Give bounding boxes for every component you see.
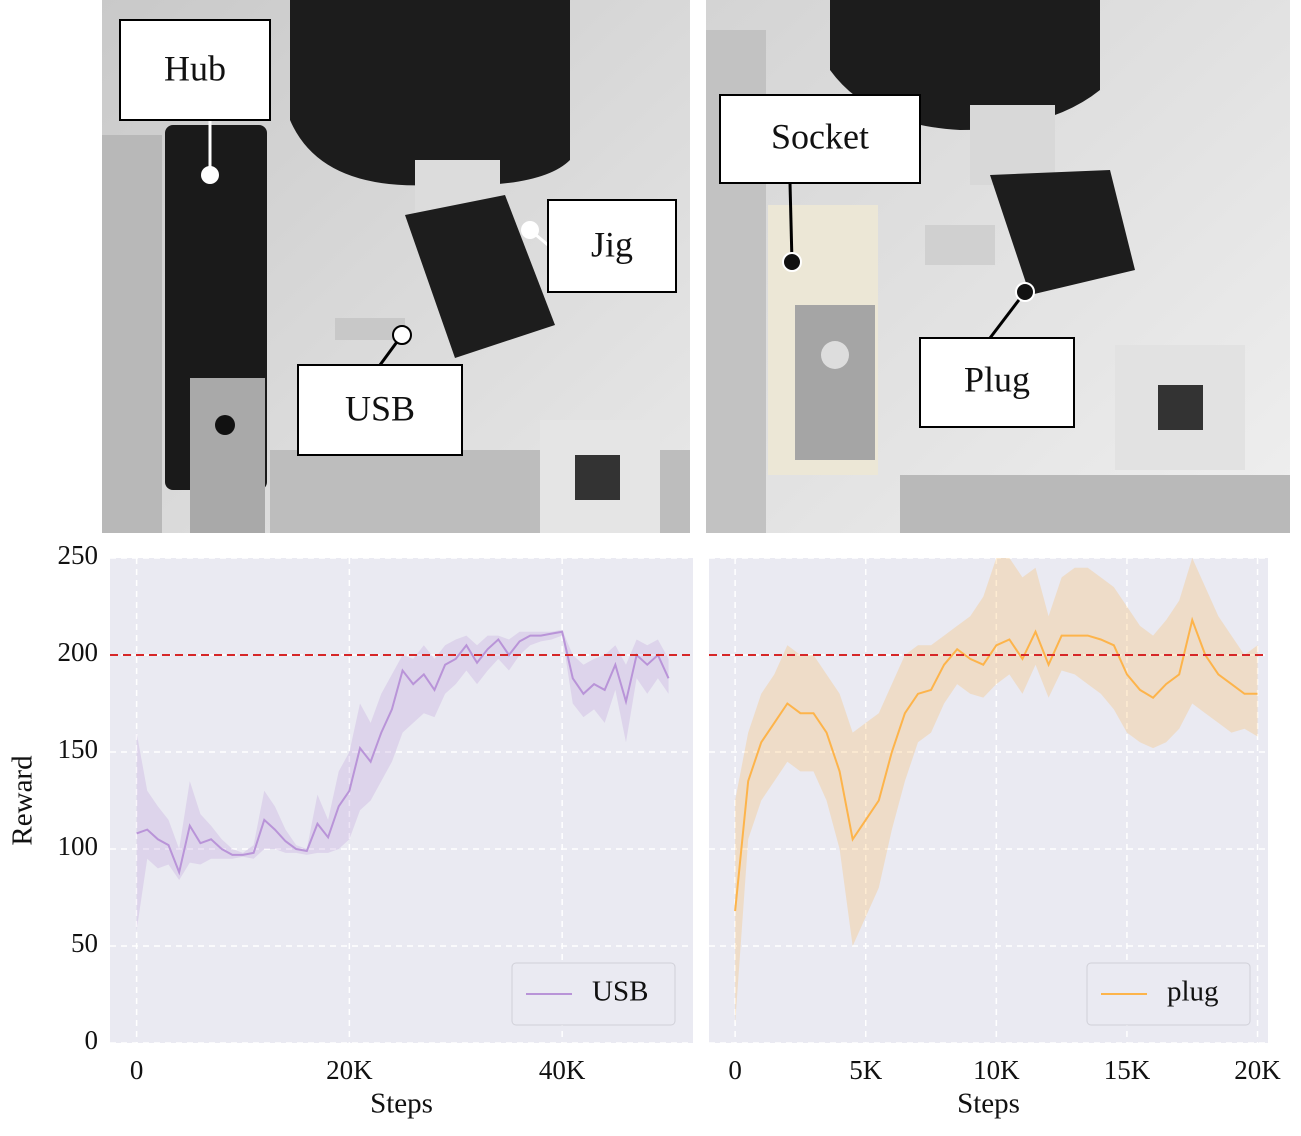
legend-box — [1086, 962, 1251, 1026]
plot-area — [136, 629, 670, 931]
x-axis-label: Steps — [370, 1088, 433, 1120]
x-axis-label: Steps — [957, 1088, 1020, 1120]
photo-label: Hub — [164, 48, 226, 88]
x-tick-label: 10K — [973, 1055, 1020, 1085]
right-photo: Socket Plug — [706, 0, 1290, 533]
photo-label: Jig — [591, 224, 633, 264]
plot-area — [734, 558, 1258, 1024]
photo-label: USB — [345, 388, 415, 428]
series-line — [734, 616, 1258, 912]
charts: 0 50 100 150 200 250 0 20K 40K USB Steps Reward 0 5K 1… — [7, 540, 1282, 1119]
legend-label: plug — [1167, 976, 1219, 1008]
photo-label: Plug — [964, 359, 1030, 399]
chart: 0 5K 10K 15K 20K plug Steps — [709, 557, 1281, 1120]
photo-label: Socket — [771, 116, 869, 156]
y-tick-label: 200 — [58, 637, 99, 667]
y-tick-label: 150 — [58, 734, 99, 764]
x-tick-label: 20K — [1234, 1055, 1281, 1085]
y-tick-label: 100 — [58, 831, 99, 861]
y-tick-label: 250 — [58, 540, 99, 570]
x-tick-label: 20K — [326, 1055, 373, 1085]
chart: 0 50 100 150 200 250 0 20K 40K USB Steps Reward — [7, 540, 693, 1120]
x-tick-label: 0 — [728, 1055, 742, 1085]
left-photo: Hub Jig USB — [102, 0, 690, 533]
y-axis-label: Reward — [7, 755, 39, 846]
y-tick-label: 0 — [85, 1025, 99, 1055]
legend-label: USB — [592, 976, 648, 1008]
plot-background — [110, 558, 693, 1043]
legend-box — [511, 962, 676, 1026]
x-tick-label: 0 — [130, 1055, 144, 1085]
x-tick-label: 40K — [539, 1055, 586, 1085]
std-band — [136, 629, 669, 931]
plot-background — [709, 558, 1268, 1043]
y-tick-label: 50 — [71, 928, 98, 958]
x-tick-label: 5K — [849, 1055, 883, 1085]
series-line — [136, 630, 670, 876]
x-tick-label: 15K — [1104, 1055, 1151, 1085]
